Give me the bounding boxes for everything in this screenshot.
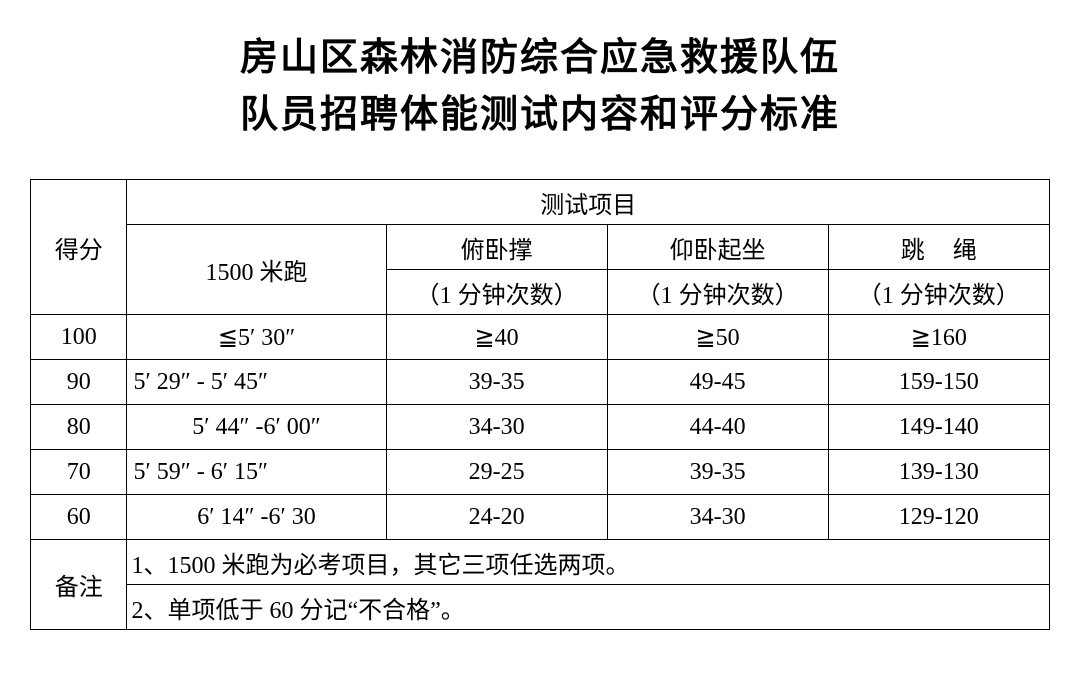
cell-situp: 39-35 bbox=[607, 450, 828, 495]
cell-run: 6′ 14″ -6′ 30 bbox=[127, 495, 386, 540]
title-line-1: 房山区森林消防综合应急救援队伍 bbox=[240, 37, 840, 79]
scoring-table: 得分 测试项目 1500 米跑 俯卧撑 仰卧起坐 跳绳 （1 分钟次数） （1 … bbox=[30, 179, 1050, 630]
note-2: 2、单项低于 60 分记“不合格”。 bbox=[127, 585, 1050, 630]
cell-situp: 49-45 bbox=[607, 360, 828, 405]
header-jump: 跳绳 bbox=[828, 225, 1049, 270]
table-row: 60 6′ 14″ -6′ 30 24-20 34-30 129-120 bbox=[31, 495, 1050, 540]
header-row-2: 1500 米跑 俯卧撑 仰卧起坐 跳绳 bbox=[31, 225, 1050, 270]
cell-pushup: 34-30 bbox=[386, 405, 607, 450]
cell-score: 80 bbox=[31, 405, 127, 450]
header-score: 得分 bbox=[31, 180, 127, 315]
table-row: 80 5′ 44″ -6′ 00″ 34-30 44-40 149-140 bbox=[31, 405, 1050, 450]
cell-run: ≦5′ 30″ bbox=[127, 315, 386, 360]
header-jump-char2: 绳 bbox=[953, 238, 977, 264]
cell-score: 100 bbox=[31, 315, 127, 360]
cell-jump: 159-150 bbox=[828, 360, 1049, 405]
cell-run: 5′ 44″ -6′ 00″ bbox=[127, 405, 386, 450]
cell-situp: ≧50 bbox=[607, 315, 828, 360]
header-run: 1500 米跑 bbox=[127, 225, 386, 315]
header-jump-char1: 跳 bbox=[901, 238, 953, 264]
table-row: 90 5′ 29″ - 5′ 45″ 39-35 49-45 159-150 bbox=[31, 360, 1050, 405]
header-jump-unit: （1 分钟次数） bbox=[828, 270, 1049, 315]
table-row: 100 ≦5′ 30″ ≧40 ≧50 ≧160 bbox=[31, 315, 1050, 360]
header-situp-unit: （1 分钟次数） bbox=[607, 270, 828, 315]
cell-pushup: 29-25 bbox=[386, 450, 607, 495]
header-situp: 仰卧起坐 bbox=[607, 225, 828, 270]
cell-jump: 149-140 bbox=[828, 405, 1049, 450]
cell-jump: 139-130 bbox=[828, 450, 1049, 495]
cell-run: 5′ 29″ - 5′ 45″ bbox=[127, 360, 386, 405]
header-pushup-unit: （1 分钟次数） bbox=[386, 270, 607, 315]
note-1: 1、1500 米跑为必考项目，其它三项任选两项。 bbox=[127, 540, 1050, 585]
note-label: 备注 bbox=[31, 540, 127, 630]
document-page: 房山区森林消防综合应急救援队伍 队员招聘体能测试内容和评分标准 得分 测试项目 … bbox=[0, 0, 1080, 650]
note-row-1: 备注 1、1500 米跑为必考项目，其它三项任选两项。 bbox=[31, 540, 1050, 585]
cell-score: 60 bbox=[31, 495, 127, 540]
page-title: 房山区森林消防综合应急救援队伍 队员招聘体能测试内容和评分标准 bbox=[30, 30, 1050, 144]
table-row: 70 5′ 59″ - 6′ 15″ 29-25 39-35 139-130 bbox=[31, 450, 1050, 495]
cell-pushup: 24-20 bbox=[386, 495, 607, 540]
header-pushup: 俯卧撑 bbox=[386, 225, 607, 270]
note-row-2: 2、单项低于 60 分记“不合格”。 bbox=[31, 585, 1050, 630]
cell-score: 90 bbox=[31, 360, 127, 405]
cell-run: 5′ 59″ - 6′ 15″ bbox=[127, 450, 386, 495]
cell-pushup: 39-35 bbox=[386, 360, 607, 405]
cell-situp: 34-30 bbox=[607, 495, 828, 540]
cell-score: 70 bbox=[31, 450, 127, 495]
cell-jump: ≧160 bbox=[828, 315, 1049, 360]
cell-jump: 129-120 bbox=[828, 495, 1049, 540]
cell-situp: 44-40 bbox=[607, 405, 828, 450]
title-line-2: 队员招聘体能测试内容和评分标准 bbox=[240, 94, 840, 136]
header-test: 测试项目 bbox=[127, 180, 1050, 225]
cell-pushup: ≧40 bbox=[386, 315, 607, 360]
header-row-1: 得分 测试项目 bbox=[31, 180, 1050, 225]
